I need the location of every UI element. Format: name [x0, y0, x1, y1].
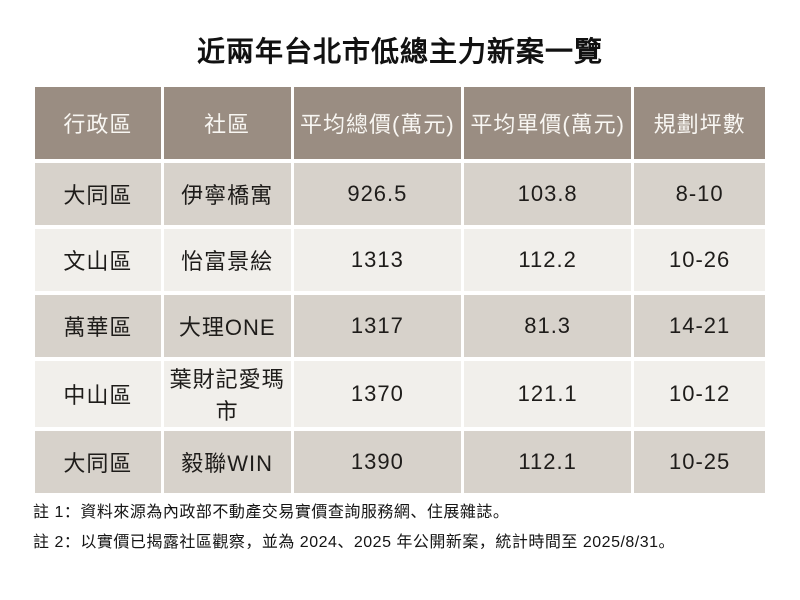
footnotes: 註 1：資料來源為內政部不動產交易實價查詢服務網、住展雜誌。 註 2：以實價已揭…: [33, 500, 770, 555]
cell-district: 文山區: [35, 229, 161, 291]
cell-avg-total-price: 926.5: [293, 163, 461, 225]
cell-community: 毅聯WIN: [163, 431, 291, 493]
table-header-row: 行政區 社區 平均總價(萬元) 平均單價(萬元) 規劃坪數: [35, 87, 765, 159]
housing-projects-table: 行政區 社區 平均總價(萬元) 平均單價(萬元) 規劃坪數 大同區 伊寧橋寓 9…: [32, 83, 768, 497]
cell-community: 怡富景絵: [163, 229, 291, 291]
cell-avg-total-price: 1390: [293, 431, 461, 493]
col-header-avg-total-price: 平均總價(萬元): [293, 87, 461, 159]
cell-planned-size: 14-21: [634, 295, 765, 357]
cell-planned-size: 10-25: [634, 431, 765, 493]
table-row: 文山區 怡富景絵 1313 112.2 10-26: [35, 229, 765, 291]
cell-avg-unit-price: 121.1: [464, 361, 632, 427]
cell-planned-size: 8-10: [634, 163, 765, 225]
cell-planned-size: 10-26: [634, 229, 765, 291]
col-header-avg-unit-price: 平均單價(萬元): [464, 87, 632, 159]
cell-district: 大同區: [35, 431, 161, 493]
cell-planned-size: 10-12: [634, 361, 765, 427]
cell-avg-total-price: 1370: [293, 361, 461, 427]
footnote-2: 註 2：以實價已揭露社區觀察，並為 2024、2025 年公開新案，統計時間至 …: [33, 534, 676, 551]
cell-district: 中山區: [35, 361, 161, 427]
col-header-community: 社區: [163, 87, 291, 159]
cell-avg-total-price: 1313: [293, 229, 461, 291]
page-title: 近兩年台北市低總主力新案一覽: [196, 36, 603, 67]
table-row: 大同區 毅聯WIN 1390 112.1 10-25: [35, 431, 765, 493]
cell-district: 萬華區: [35, 295, 161, 357]
cell-district: 大同區: [35, 163, 161, 225]
table-row: 萬華區 大理ONE 1317 81.3 14-21: [35, 295, 765, 357]
cell-community: 大理ONE: [163, 295, 291, 357]
cell-avg-unit-price: 112.2: [464, 229, 632, 291]
cell-community: 葉財記愛瑪市: [163, 361, 291, 427]
col-header-planned-size: 規劃坪數: [634, 87, 765, 159]
cell-community: 伊寧橋寓: [163, 163, 291, 225]
cell-avg-unit-price: 103.8: [464, 163, 632, 225]
cell-avg-unit-price: 81.3: [464, 295, 632, 357]
footnote-1: 註 1：資料來源為內政部不動產交易實價查詢服務網、住展雜誌。: [33, 504, 510, 521]
col-header-district: 行政區: [35, 87, 161, 159]
table-row: 大同區 伊寧橋寓 926.5 103.8 8-10: [35, 163, 765, 225]
cell-avg-total-price: 1317: [293, 295, 461, 357]
table-row: 中山區 葉財記愛瑪市 1370 121.1 10-12: [35, 361, 765, 427]
cell-avg-unit-price: 112.1: [464, 431, 632, 493]
